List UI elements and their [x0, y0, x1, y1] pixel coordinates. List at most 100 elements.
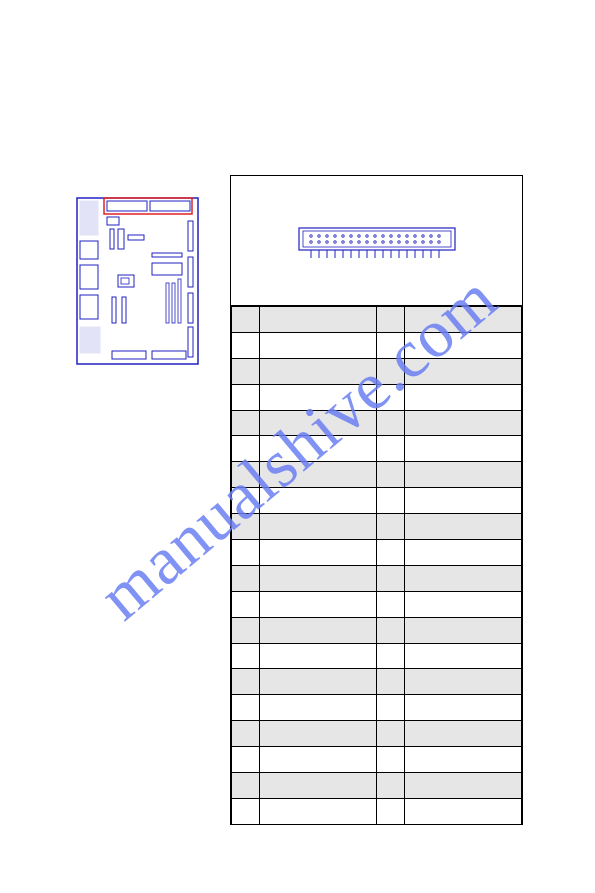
pin-cell	[232, 798, 260, 824]
signal-cell	[404, 384, 521, 410]
page-container: manualshive.com	[0, 0, 595, 893]
pin-cell	[232, 384, 260, 410]
pin-cell	[377, 669, 405, 695]
pin-cell	[377, 384, 405, 410]
pin-cell	[232, 773, 260, 799]
pin-cell	[377, 798, 405, 824]
table-row	[232, 358, 522, 384]
pinout-box	[230, 175, 523, 825]
signal-cell	[259, 798, 376, 824]
pin-cell	[232, 643, 260, 669]
pin-cell	[377, 747, 405, 773]
pin-cell	[232, 617, 260, 643]
signal-cell	[404, 721, 521, 747]
pin-cell	[377, 307, 405, 333]
signal-cell	[404, 695, 521, 721]
pin-cell	[232, 410, 260, 436]
signal-cell	[259, 773, 376, 799]
pin-cell	[377, 540, 405, 566]
signal-cell	[259, 332, 376, 358]
table-row	[232, 384, 522, 410]
signal-cell	[404, 798, 521, 824]
signal-cell	[259, 410, 376, 436]
pin-cell	[232, 669, 260, 695]
pin-cell	[377, 488, 405, 514]
signal-cell	[404, 540, 521, 566]
table-row	[232, 695, 522, 721]
signal-cell	[404, 410, 521, 436]
signal-cell	[259, 358, 376, 384]
pin-cell	[377, 591, 405, 617]
pin-cell	[377, 332, 405, 358]
signal-cell	[404, 669, 521, 695]
signal-cell	[259, 591, 376, 617]
pin-cell	[377, 410, 405, 436]
signal-cell	[404, 617, 521, 643]
signal-cell	[404, 514, 521, 540]
pin-cell	[232, 436, 260, 462]
table-row	[232, 488, 522, 514]
pin-cell	[377, 773, 405, 799]
table-row	[232, 721, 522, 747]
table-row	[232, 643, 522, 669]
signal-cell	[404, 488, 521, 514]
signal-cell	[259, 643, 376, 669]
signal-cell	[259, 695, 376, 721]
board-diagram	[74, 195, 201, 367]
pin-cell	[377, 721, 405, 747]
pinout-table	[231, 306, 522, 825]
pin-cell	[232, 747, 260, 773]
signal-cell	[259, 565, 376, 591]
signal-cell	[404, 643, 521, 669]
signal-cell	[404, 436, 521, 462]
signal-cell	[259, 384, 376, 410]
table-row	[232, 669, 522, 695]
connector-illustration	[297, 220, 457, 262]
table-row	[232, 565, 522, 591]
signal-cell	[404, 747, 521, 773]
pin-cell	[232, 695, 260, 721]
pin-cell	[232, 721, 260, 747]
signal-cell	[404, 565, 521, 591]
table-row	[232, 617, 522, 643]
signal-cell	[404, 773, 521, 799]
pin-cell	[232, 488, 260, 514]
table-row	[232, 514, 522, 540]
signal-cell	[259, 514, 376, 540]
table-row	[232, 798, 522, 824]
signal-cell	[404, 332, 521, 358]
pin-cell	[232, 307, 260, 333]
table-row	[232, 410, 522, 436]
signal-cell	[259, 540, 376, 566]
signal-cell	[259, 747, 376, 773]
pin-cell	[232, 332, 260, 358]
table-row	[232, 332, 522, 358]
pin-cell	[377, 462, 405, 488]
pin-cell	[377, 565, 405, 591]
table-row	[232, 540, 522, 566]
pin-cell	[377, 695, 405, 721]
signal-cell	[259, 462, 376, 488]
signal-cell	[404, 591, 521, 617]
pin-cell	[232, 462, 260, 488]
table-row	[232, 436, 522, 462]
pin-cell	[377, 617, 405, 643]
signal-cell	[404, 307, 521, 333]
table-row	[232, 747, 522, 773]
table-row	[232, 307, 522, 333]
signal-cell	[259, 436, 376, 462]
table-row	[232, 591, 522, 617]
connector-header	[231, 176, 522, 306]
pin-cell	[232, 514, 260, 540]
signal-cell	[259, 617, 376, 643]
pin-cell	[377, 436, 405, 462]
signal-cell	[259, 721, 376, 747]
pin-cell	[377, 643, 405, 669]
table-row	[232, 462, 522, 488]
pin-cell	[232, 540, 260, 566]
signal-cell	[404, 462, 521, 488]
pin-cell	[232, 565, 260, 591]
pin-cell	[377, 514, 405, 540]
pin-cell	[232, 591, 260, 617]
pin-cell	[377, 358, 405, 384]
